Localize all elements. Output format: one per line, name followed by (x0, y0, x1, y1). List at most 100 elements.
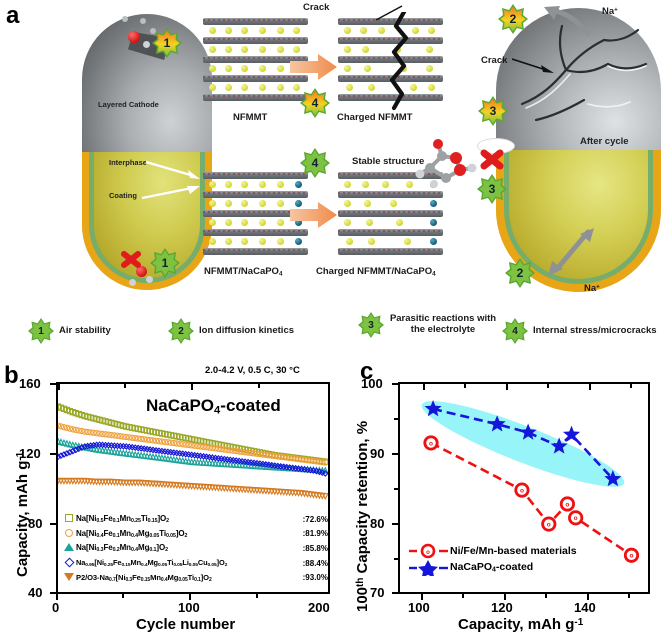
crack-line (389, 12, 409, 111)
panel-a-schematic: a Layered Cathode Interphase Coating (0, 2, 661, 354)
b-ylabel-160: 160 (19, 376, 41, 391)
tick-top-50 (124, 384, 126, 388)
b-xlabel-0: 0 (52, 600, 60, 615)
legend-badge-2: 2 (168, 318, 194, 344)
legend-marker-triangle-up (62, 543, 76, 553)
legend-badge-4-num: 4 (512, 325, 518, 337)
legend-marker-circle (62, 528, 76, 539)
b-ylabel-80: 80 (28, 516, 43, 531)
panel-c-letter: c (360, 358, 374, 385)
c-legend-label-1: NaCaPO4-coated (450, 561, 534, 574)
cracked-hemisphere (496, 8, 661, 150)
na-diffusion-arrow-top (544, 6, 591, 37)
c-xtick-150 (628, 594, 630, 598)
c-legend-row-1: NaCaPO4-coated (408, 559, 577, 578)
label-nfmmt-coated: NFMMT/NaCaPO4 (204, 266, 283, 278)
legend-row-3: Na0.95[Ni0.25Fe0.15Mn0.4Mg0.05Ti0.05Li0.… (62, 556, 328, 571)
c-tick-top-120 (506, 384, 508, 390)
crack-arrow-right (512, 58, 554, 73)
crack-network (520, 24, 648, 122)
svg-text:o: o (547, 521, 551, 528)
c-tick-top-100 (423, 384, 425, 390)
b-ytick-160 (50, 383, 56, 385)
c-xtick-130 (545, 594, 547, 598)
badge-4-top-num: 4 (311, 96, 319, 110)
after-cycle-label: After cycle (580, 136, 629, 147)
badge-3-bottom: 3 (477, 174, 507, 204)
b-xtick-50 (122, 594, 124, 598)
c-ylabel-70: 70 (370, 585, 385, 600)
b-xtick-100 (189, 594, 191, 600)
structure-nfmmt-coated (203, 172, 308, 264)
c-xtick-120 (504, 594, 506, 600)
svg-text:o: o (520, 487, 524, 494)
tick-top-150 (258, 384, 260, 388)
c-ytick-75 (394, 558, 398, 560)
legend-badge-3: 3 (358, 312, 384, 338)
b-ylabel-120: 120 (19, 446, 41, 461)
coating-arrow (141, 186, 200, 200)
legend-text-4: Internal stress/microcracks (533, 324, 657, 336)
legend-formula-1: Na[Ni0.4Fe0.1Mn0.4Mg0.05Ti0.05]O2 (76, 528, 188, 539)
legend-retention-1: :81.9% (302, 529, 328, 539)
na-label-bottom: Na+ (584, 283, 600, 294)
na-label-top: Na+ (602, 6, 618, 17)
structure-charged-nfmmt-coated (338, 172, 443, 264)
na-diffusion-arrow-bottom (548, 228, 594, 276)
legend-badge-2-num: 2 (178, 325, 184, 337)
c-xlabel-140: 140 (574, 600, 596, 615)
legend-item-4: 4 Internal stress/microcracks (502, 318, 657, 344)
legend-formula-2: Na[Ni0.3Fe0.2Mn0.4Mg0.1]O2 (76, 543, 168, 554)
b-xtick-150 (256, 594, 258, 598)
legend-badge-3-num: 3 (368, 319, 374, 331)
panel-b-legend: Na[Ni0.5Fe0.1Mn0.25Ti0.15]O2 :72.6% Na[N… (62, 512, 328, 585)
legend-item-1: 1 Air stability (28, 318, 111, 344)
legend-retention-0: :72.6% (302, 514, 328, 524)
label-nfmmt: NFMMT (233, 112, 268, 123)
badge-2-top-num: 2 (509, 12, 517, 26)
badge-3-top: 3 (478, 96, 508, 126)
badge-4-top: 4 (300, 88, 330, 118)
legend-marker-diamond (62, 557, 76, 568)
panel-b-data-area (58, 403, 328, 501)
c-xlabel-100: 100 (408, 600, 430, 615)
c-xlabel-120: 120 (491, 600, 513, 615)
svg-text:o: o (426, 550, 430, 556)
c-ylabel-100: 100 (361, 376, 383, 391)
badge-2-bottom-num: 2 (516, 266, 524, 280)
panel-b-letter: b (4, 362, 19, 389)
badge-4-bottom: 4 (300, 148, 330, 178)
legend-retention-2: :85.8% (302, 543, 328, 553)
panel-b-condition-text: 2.0-4.2 V, 0.5 C, 30 °C (205, 365, 300, 376)
legend-retention-3: :88.4% (302, 558, 328, 568)
panel-c-ylabel: 100th Capacity retention, % (354, 420, 371, 612)
crack-pointer-line (375, 5, 403, 21)
panel-c-xlabel: Capacity, mAh g-1 (458, 616, 584, 633)
badge-3-top-num: 3 (489, 104, 497, 118)
b-ylabel-40: 40 (28, 585, 43, 600)
b-xlabel-100: 100 (178, 600, 200, 615)
c-ytick-80 (392, 523, 398, 525)
legend-text-2: Ion diffusion kinetics (199, 324, 295, 336)
panel-b-xlabel: Cycle number (136, 616, 236, 633)
red-x-icon-right (480, 149, 504, 170)
c-xtick-110 (462, 594, 464, 598)
panel-b-title-annotation: NaCaPO4-coated (146, 396, 281, 417)
transition-arrow-bottom (290, 202, 337, 228)
legend-badge-1-num: 1 (38, 325, 44, 337)
badge-1-top: 1 (152, 28, 182, 58)
tick-top-100 (191, 384, 193, 390)
c-legend-marker-circle: o (408, 543, 450, 559)
left-particle-sphere: Layered Cathode Interphase Coating (82, 14, 212, 290)
panel-a-legend: 1 Air stability 2 Ion diffusion kinetics… (0, 310, 661, 354)
c-ytick-70 (392, 592, 398, 594)
panel-a-letter: a (6, 2, 20, 29)
coating-layer-right (496, 150, 661, 292)
svg-text:o: o (629, 553, 633, 560)
badge-2-bottom: 2 (505, 258, 535, 288)
legend-item-2: 2 Ion diffusion kinetics (168, 318, 294, 344)
svg-text:o: o (574, 515, 578, 522)
legend-marker-square (62, 514, 76, 524)
panel-c-legend: o Ni/Fe/Mn-based materials NaCaPO4-coate… (408, 542, 577, 578)
